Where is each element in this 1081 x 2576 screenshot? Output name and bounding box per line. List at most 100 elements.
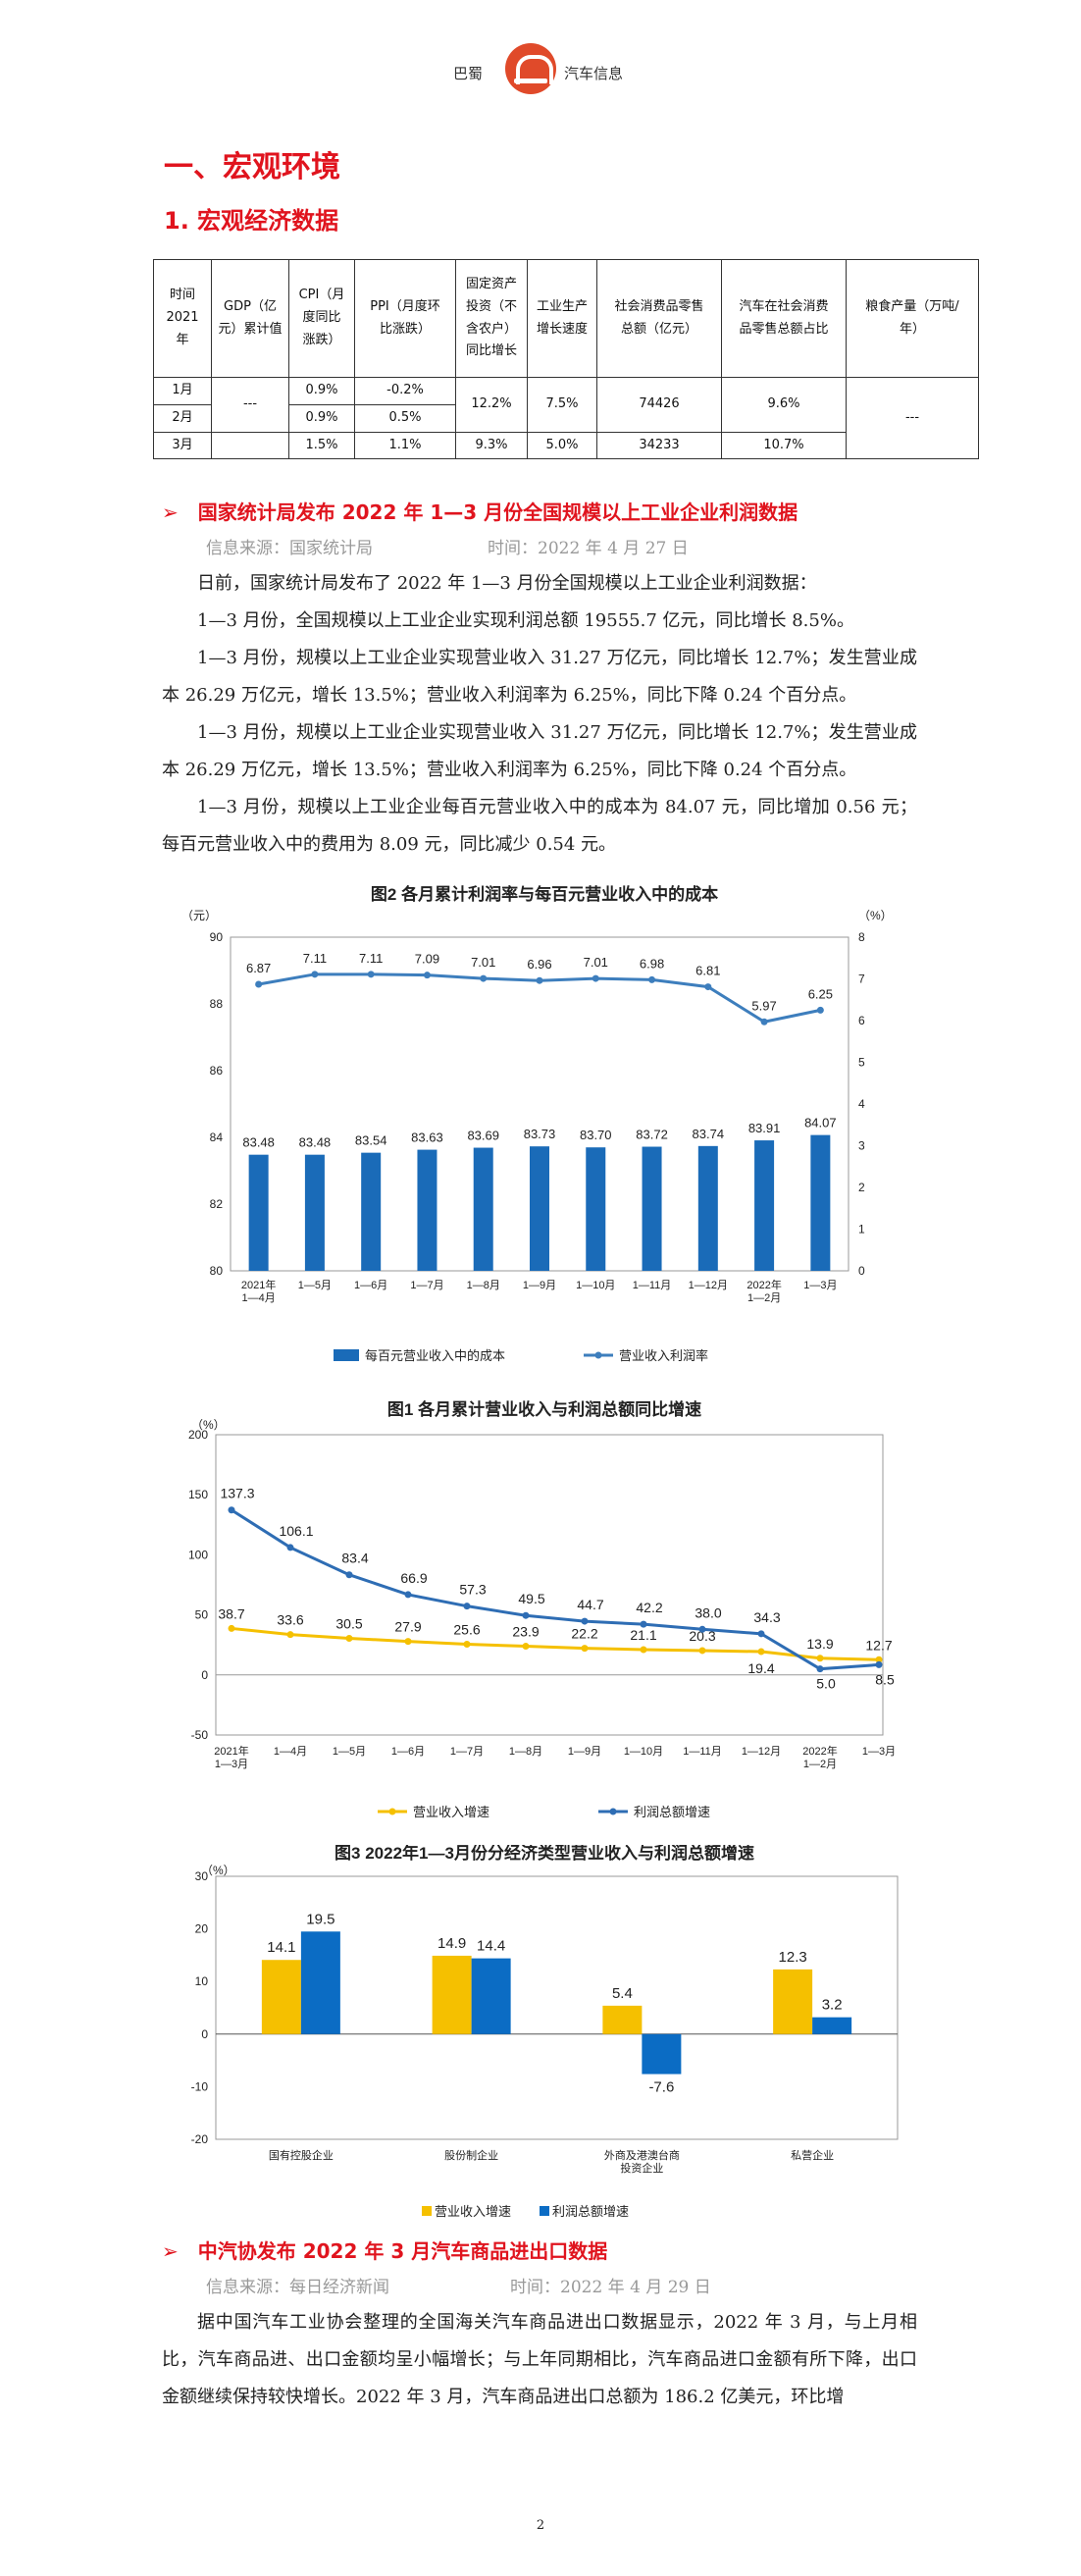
cpi-cell: 0.9% <box>288 377 355 405</box>
line-point <box>536 976 543 984</box>
y-axis-unit: （%） <box>191 1418 226 1432</box>
bar <box>261 1960 301 2034</box>
legend-marker <box>388 1808 396 1815</box>
line-point <box>581 1645 589 1653</box>
data-label: 3.2 <box>822 1997 843 2014</box>
line-point <box>480 974 488 982</box>
legend-swatch <box>334 1349 359 1361</box>
bar <box>300 1931 340 2034</box>
page-header: 巴蜀 汽车信息 <box>0 39 1081 98</box>
auto-share-cell: 9.6% <box>721 377 847 433</box>
legend-marker <box>594 1351 602 1359</box>
x-tick-label: 1—8月 <box>467 1280 500 1291</box>
header-text: 社会消费品零售 总额（亿元） <box>614 298 704 337</box>
y-tick-label: 0 <box>201 2027 208 2041</box>
line-point <box>581 1617 589 1625</box>
legend-label: 营业收入增速 <box>413 1805 489 1819</box>
data-label: 6.25 <box>808 986 833 1001</box>
paragraph: 据中国汽车工业协会整理的全国海关汽车商品进出口数据显示，2022 年 3 月，与… <box>162 2312 917 2407</box>
chart-title: 图3 2022年1—3月份分经济类型营业收入与利润总额增速 <box>335 1845 754 1863</box>
x-tick-label: 1—12月 <box>689 1280 728 1291</box>
y-tick-label: 20 <box>195 1922 209 1936</box>
header-text: CPI（月 度同比 涨跌） <box>298 288 345 347</box>
news-time: 时间：2022 年 4 月 29 日 <box>510 2278 711 2297</box>
data-label: 6.81 <box>695 964 720 978</box>
legend-label: 利润总额增速 <box>634 1805 710 1819</box>
ppi-cell: 0.5% <box>354 403 456 433</box>
header-text: 固定资产 投资（不 含农户） 同比增长 <box>465 277 517 359</box>
data-label: 83.70 <box>580 1128 612 1142</box>
y-tick-label: 30 <box>195 1869 209 1883</box>
data-label: 83.63 <box>411 1130 443 1145</box>
data-label: 106.1 <box>279 1523 313 1539</box>
y-axis-unit: （元） <box>181 909 217 922</box>
data-label: 49.5 <box>518 1591 544 1606</box>
legend-label: 每百元营业收入中的成本 <box>365 1348 505 1363</box>
retail-cell: 74426 <box>596 377 722 433</box>
line-point <box>404 1591 412 1599</box>
x-tick-label: 外商及港澳台商 <box>604 2148 680 2162</box>
gdp-cell <box>211 431 289 460</box>
header-text: PPI（月度环 比涨跌） <box>370 298 440 337</box>
data-label: 83.4 <box>341 1551 368 1566</box>
line-point <box>816 1665 824 1673</box>
x-tick-label: 1—2月 <box>747 1292 781 1304</box>
bar <box>530 1146 549 1271</box>
header-text: 粮食产量（万吨/ 年） <box>865 298 959 337</box>
data-label: 66.9 <box>400 1570 427 1586</box>
x-tick-label: 2021年 <box>241 1278 276 1291</box>
header-cell: 汽车在社会消费 品零售总额占比 <box>721 259 847 378</box>
header-cell: CPI（月 度同比 涨跌） <box>288 259 355 378</box>
profit-margin-cost-chart: 图2 各月累计利润率与每百元营业收入中的成本（元） （%）808284868890… <box>181 884 893 1363</box>
header-text: GDP（亿 元）累计值 <box>218 298 283 337</box>
plot-frame <box>215 1434 884 1736</box>
y2-axis-unit: （%） <box>858 909 893 922</box>
x-tick-label: 1—3月 <box>862 1746 896 1758</box>
x-tick-label: 2021年 <box>214 1744 248 1758</box>
line-point <box>228 1506 235 1514</box>
header-cell: 粮食产量（万吨/ 年） <box>846 259 979 378</box>
data-label: 83.48 <box>299 1135 332 1150</box>
x-tick-label: 国有控股企业 <box>269 2148 334 2162</box>
bar <box>812 2017 852 2034</box>
header-cell: PPI（月度环 比涨跌） <box>354 259 456 378</box>
y-tick-label: 50 <box>195 1608 209 1622</box>
y-tick-label: 150 <box>188 1488 208 1501</box>
bar <box>304 1154 325 1271</box>
y-tick-label: -50 <box>191 1728 209 1742</box>
bar <box>586 1147 606 1271</box>
data-label: 7.01 <box>584 955 608 970</box>
data-label: 30.5 <box>335 1615 362 1631</box>
x-tick-label: 1—4月 <box>274 1746 307 1758</box>
bar <box>642 1146 662 1271</box>
x-tick-label: 1—5月 <box>333 1746 366 1758</box>
line-point <box>345 1634 353 1642</box>
bar <box>471 1958 511 2034</box>
x-tick-label: 私营企业 <box>791 2148 834 2162</box>
y2-tick-label: 2 <box>858 1181 865 1194</box>
data-label: 27.9 <box>394 1619 421 1635</box>
data-label: -7.6 <box>648 2079 674 2096</box>
y-tick-label: 86 <box>210 1064 224 1078</box>
revenue-profit-growth-chart: 图1 各月累计营业收入与利润总额同比增速 （%） -50 0 50 100 150 200 38… <box>188 1399 896 1819</box>
y-tick-label: 80 <box>210 1264 224 1278</box>
paragraph: 1—3 月份，规模以上工业企业实现营业收入 31.27 万亿元，同比增长 12.… <box>162 722 917 780</box>
bar <box>773 1969 813 2034</box>
data-label: 42.2 <box>636 1600 662 1615</box>
data-label: 5.0 <box>816 1676 836 1692</box>
data-label: 83.73 <box>524 1127 556 1141</box>
line-point <box>698 1647 706 1655</box>
paragraph: 日前，国家统计局发布了 2022 年 1—3 月份全国规模以上工业企业利润数据： <box>197 573 817 594</box>
data-label: 21.1 <box>630 1627 656 1643</box>
y-tick-label: 200 <box>188 1428 208 1442</box>
chart-title: 图2 各月累计利润率与每百元营业收入中的成本 <box>371 884 718 904</box>
news-title: ➢ 中汽协发布 2022 年 3 月汽车商品进出口数据 <box>162 2235 607 2264</box>
legend-label: 营业收入利润率 <box>619 1348 708 1363</box>
data-label: 14.9 <box>438 1935 466 1952</box>
auto-share-cell: 10.7% <box>721 431 847 460</box>
y-tick-label: 90 <box>210 930 224 944</box>
data-label: 44.7 <box>577 1597 603 1612</box>
cpi-cell: 0.9% <box>288 403 355 433</box>
bar <box>248 1154 269 1271</box>
news-body: 据中国汽车工业协会整理的全国海关汽车商品进出口数据显示，2022 年 3 月，与… <box>162 2304 917 2416</box>
